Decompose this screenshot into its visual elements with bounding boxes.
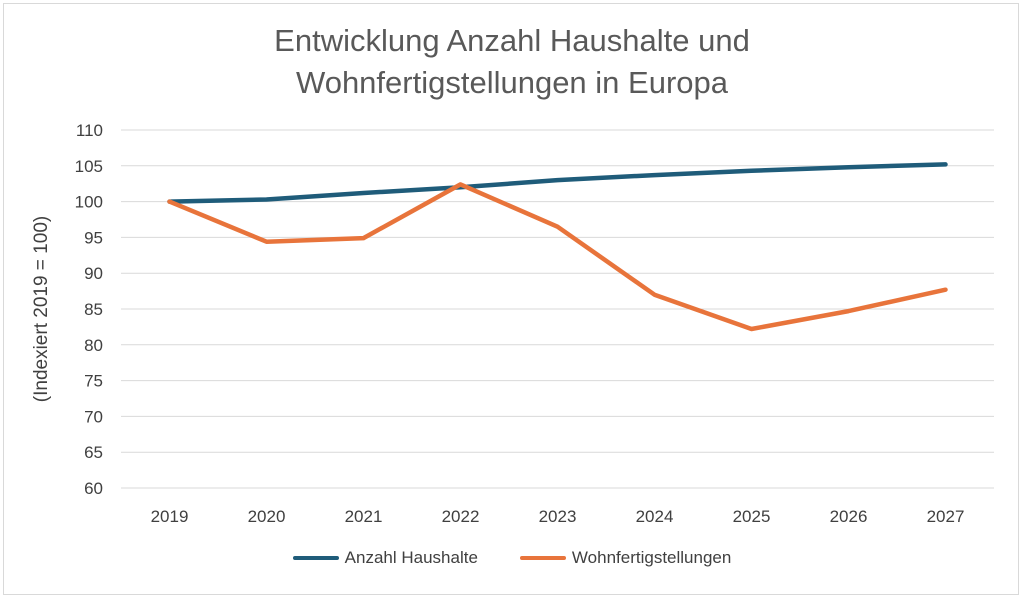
chart-title-line-2: Wohnfertigstellungen in Europa (296, 65, 728, 100)
y-axis-label: (Indexiert 2019 = 100) (31, 216, 52, 402)
chart-legend: Anzahl Haushalte Wohnfertigstellungen (0, 548, 1024, 568)
x-tick-label-2026: 2026 (830, 507, 868, 526)
series-line-anzahl-haushalte (167, 162, 948, 204)
chart-title-line-1: Entwicklung Anzahl Haushalte und (274, 23, 750, 58)
y-tick-label-75: 75 (84, 372, 103, 391)
x-tick-label-2025: 2025 (733, 507, 771, 526)
x-tick-label-2019: 2019 (151, 507, 189, 526)
y-tick-label-105: 105 (75, 157, 103, 176)
y-tick-label-70: 70 (84, 407, 103, 426)
y-tick-label-95: 95 (84, 228, 103, 247)
x-tick-label-2020: 2020 (248, 507, 286, 526)
legend-swatch (292, 556, 339, 560)
y-tick-label-65: 65 (84, 443, 103, 462)
x-tick-label-2027: 2027 (927, 507, 965, 526)
x-tick-label-2022: 2022 (442, 507, 480, 526)
y-tick-label-60: 60 (84, 479, 103, 498)
x-tick-label-2021: 2021 (345, 507, 383, 526)
x-tick-label-2023: 2023 (539, 507, 577, 526)
y-tick-label-90: 90 (84, 264, 103, 283)
y-tick-label-110: 110 (76, 121, 103, 140)
y-tick-label-100: 100 (75, 193, 103, 212)
legend-label: Anzahl Haushalte (344, 548, 478, 567)
series-line-wohnfertigstellungen (167, 182, 948, 332)
legend-item-anzahl-haushalte: Anzahl Haushalte (292, 548, 478, 568)
legend-swatch (519, 556, 566, 560)
y-tick-label-80: 80 (84, 336, 103, 355)
chart-frame (3, 3, 1019, 595)
x-tick-label-2024: 2024 (636, 507, 674, 526)
legend-item-wohnfertigstellungen: Wohnfertigstellungen (519, 548, 732, 568)
y-tick-label-85: 85 (84, 300, 103, 319)
legend-label: Wohnfertigstellungen (571, 548, 732, 567)
chart-title: Entwicklung Anzahl Haushalte und Wohnfer… (0, 20, 1024, 104)
